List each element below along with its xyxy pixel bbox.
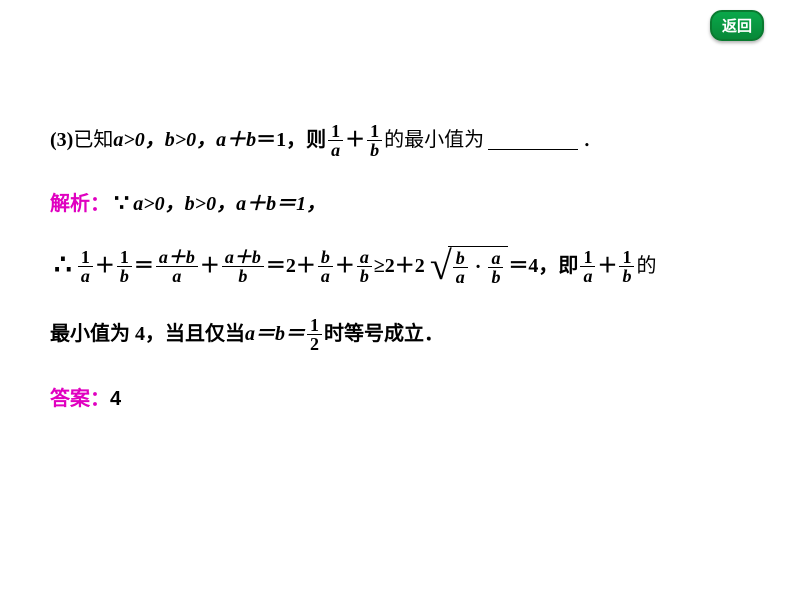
frac: a b bbox=[357, 248, 372, 285]
cond-b: b>0， bbox=[165, 120, 216, 160]
end-text: 时等号成立． bbox=[324, 314, 444, 354]
return-button[interactable]: 返回 bbox=[710, 10, 764, 41]
analysis-label: 解析： bbox=[50, 184, 110, 224]
plus: ＋ bbox=[95, 246, 115, 286]
plus: ＋ bbox=[335, 246, 355, 286]
geq: ≥2＋2 bbox=[374, 246, 425, 286]
eq: ＝ bbox=[134, 246, 154, 286]
analysis-cond: a>0，b>0，a＋b＝1， bbox=[133, 184, 326, 224]
sqrt-expr: √ b a · a b bbox=[430, 246, 509, 287]
plus: ＋ bbox=[345, 120, 365, 160]
cond-sum-lhs: a＋b bbox=[216, 120, 256, 160]
answer-value: 4 bbox=[110, 379, 121, 419]
frac: a＋b a bbox=[156, 248, 198, 285]
eq-2plus: ＝2＋ bbox=[266, 246, 316, 286]
slide-content: (3) 已知 a>0， b>0， a＋b ＝1，则 1 a ＋ 1 b 的最小值… bbox=[50, 120, 754, 429]
text: 的 bbox=[636, 246, 656, 286]
analysis-line-2: ∴ 1 a ＋ 1 b ＝ a＋b a ＋ a＋b b ＝2＋ b a ＋ a … bbox=[50, 238, 754, 294]
text: 的最小值为 bbox=[384, 120, 484, 160]
analysis-line-3: 最小值为 4，当且仅当 a＝b＝ 1 2 时等号成立． bbox=[50, 314, 754, 354]
because-icon: ∵ bbox=[114, 180, 129, 228]
a-eq-b: a＝b＝ bbox=[245, 314, 305, 354]
frac-half: 1 2 bbox=[307, 316, 322, 353]
cond-sum-eq: ＝1，则 bbox=[256, 120, 326, 160]
frac: a＋b b bbox=[222, 248, 264, 285]
text: 已知 bbox=[73, 120, 113, 160]
frac: 1 b bbox=[117, 248, 132, 285]
problem-line: (3) 已知 a>0， b>0， a＋b ＝1，则 1 a ＋ 1 b 的最小值… bbox=[50, 120, 754, 160]
frac: b a bbox=[318, 248, 333, 285]
therefore-icon: ∴ bbox=[54, 238, 72, 294]
frac: 1 a bbox=[580, 248, 595, 285]
frac-1-over-b: 1 b bbox=[367, 122, 382, 159]
analysis-line-1: 解析： ∵ a>0，b>0，a＋b＝1， bbox=[50, 180, 754, 228]
answer-line: 答案： 4 bbox=[50, 379, 754, 419]
frac: b a bbox=[453, 249, 468, 286]
frac: 1 a bbox=[78, 248, 93, 285]
frac-1-over-a: 1 a bbox=[328, 122, 343, 159]
plus: ＋ bbox=[597, 246, 617, 286]
frac: a b bbox=[488, 249, 503, 286]
answer-blank bbox=[488, 130, 578, 150]
problem-number: (3) bbox=[50, 120, 73, 160]
plus: ＋ bbox=[200, 246, 220, 286]
answer-label: 答案： bbox=[50, 379, 110, 419]
min-text: 最小值为 4，当且仅当 bbox=[50, 314, 245, 354]
eq-4: ＝4，即 bbox=[508, 246, 578, 286]
cond-a: a>0， bbox=[113, 120, 164, 160]
period: ． bbox=[582, 120, 602, 160]
frac: 1 b bbox=[619, 248, 634, 285]
